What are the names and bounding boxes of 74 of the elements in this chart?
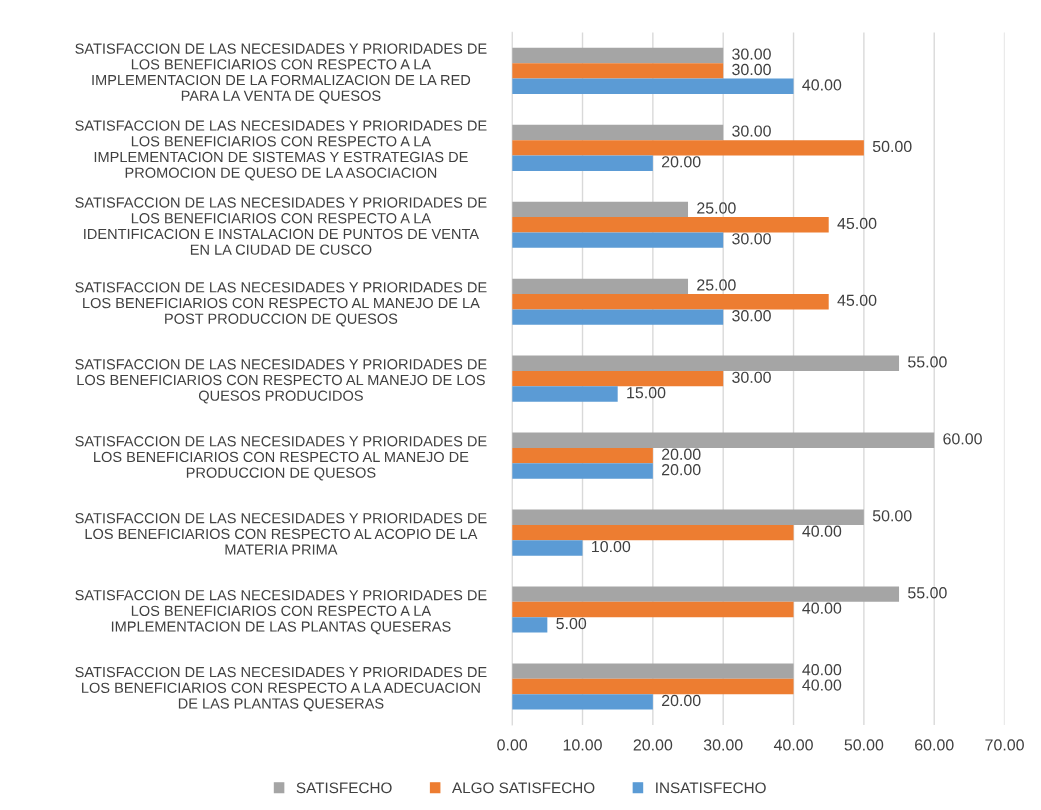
data-label: 40.00 — [802, 525, 842, 537]
legend-label: ALGO SATISFECHO — [451, 782, 595, 794]
y-tick-label: SATISFACCION DE LAS NECESIDADES Y PRIORIDADES DE LOS BENEFICIARIOS CON RESPECTO AL ACOPIO DE LA MATERIA PRIMA — [75, 513, 487, 555]
data-label: 20.00 — [661, 448, 701, 460]
bar — [512, 586, 900, 602]
bar — [512, 78, 794, 94]
bar — [512, 155, 653, 171]
x-tick-label: 30.00 — [703, 739, 743, 751]
data-label: 25.00 — [697, 202, 736, 214]
y-tick-label: SATISFACCION DE LAS NECESIDADES Y PRIORIDADES DE LOS BENEFICIARIOS CON RESPECTO AL MANEJO DE PRODUCCION DE QUESOS — [75, 436, 487, 481]
data-label: 20.00 — [661, 463, 701, 476]
bar — [512, 601, 794, 618]
data-label: 55.00 — [908, 356, 947, 368]
x-tick-label: 10.00 — [563, 739, 602, 751]
data-label: 10.00 — [592, 540, 631, 553]
bar — [512, 47, 724, 64]
y-tick-label: SATISFACCION DE LAS NECESIDADES Y PRIORIDADES DE LOS BENEFICIARIOS CON RESPECTO A LA IMPLEMENTACION DE SISTEMAS Y ESTRATEGIAS DE PROMOCION DE QUESO DE LA ASOCIACION — [75, 120, 487, 181]
data-label: 20.00 — [661, 156, 701, 168]
x-tick-label: 0.00 — [497, 739, 528, 751]
bar — [512, 432, 935, 448]
data-label: 40.00 — [802, 679, 842, 691]
data-label: 30.00 — [732, 48, 771, 60]
bar — [512, 63, 724, 79]
bar — [512, 386, 618, 402]
x-tick-label: 70.00 — [985, 739, 1024, 751]
y-tick-label: SATISFACCION DE LAS NECESIDADES Y PRIORIDADES DE LOS BENEFICIARIOS CON RESPECTO AL MANEJO DE LOS QUESOS PRODUCIDOS — [75, 359, 487, 404]
bar — [512, 617, 548, 633]
data-label: 30.00 — [732, 310, 771, 322]
bar — [512, 124, 724, 141]
bar — [512, 694, 653, 710]
bar — [512, 663, 794, 679]
bar — [512, 309, 724, 325]
bar — [512, 217, 829, 233]
bar — [512, 678, 794, 695]
data-label: 40.00 — [802, 79, 842, 91]
data-label: 60.00 — [943, 433, 982, 445]
bar — [512, 447, 653, 464]
bar — [512, 278, 689, 295]
bar — [512, 463, 653, 479]
bar — [512, 232, 724, 248]
legend-label: SATISFECHO — [296, 782, 392, 794]
data-label: 30.00 — [732, 371, 771, 383]
bar — [512, 509, 864, 525]
bar — [512, 540, 583, 556]
data-label: 20.00 — [661, 694, 701, 707]
data-label: 40.00 — [802, 602, 842, 614]
y-tick-label: SATISFACCION DE LAS NECESIDADES Y PRIORIDADES DE LOS BENEFICIARIOS CON RESPECTO A LA IDENTIFICACION E INSTALACION DE PUNTOS DE VENTA EN LA CIUDAD DE CUSCO — [75, 197, 487, 255]
bar — [512, 201, 689, 218]
data-label: 55.00 — [908, 587, 947, 599]
y-tick-label: SATISFACCION DE LAS NECESIDADES Y PRIORIDADES DE LOS BENEFICIARIOS CON RESPECTO A LA ADECUACION DE LAS PLANTAS QUESERAS — [75, 666, 487, 712]
bar — [512, 524, 794, 541]
legend-label: INSATISFECHO — [656, 782, 766, 794]
x-tick-label: 40.00 — [773, 739, 813, 751]
data-label: 50.00 — [872, 510, 912, 522]
data-label: 50.00 — [872, 140, 912, 153]
x-tick-label: 20.00 — [633, 739, 673, 751]
data-label: 5.00 — [556, 617, 587, 630]
data-label: 25.00 — [697, 279, 736, 291]
y-tick-label: SATISFACCION DE LAS NECESIDADES Y PRIORIDADES DE LOS BENEFICIARIOS CON RESPECTO A LA IMPLEMENTACION DE LAS PLANTAS QUESERAS — [75, 589, 487, 635]
x-tick-label: 50.00 — [844, 739, 884, 751]
data-label: 40.00 — [802, 664, 842, 676]
bar — [512, 370, 724, 387]
y-tick-label: SATISFACCION DE LAS NECESIDADES Y PRIORIDADES DE LOS BENEFICIARIOS CON RESPECTO AL MANEJO DE LA POST PRODUCCION DE QUESOS — [75, 282, 487, 327]
bar — [512, 140, 864, 156]
x-tick-label: 60.00 — [915, 739, 954, 751]
data-label: 15.00 — [627, 387, 666, 399]
data-label: 30.00 — [732, 125, 771, 137]
bar — [512, 294, 829, 310]
data-label: 30.00 — [732, 63, 771, 76]
data-label: 30.00 — [732, 233, 771, 245]
data-label: 45.00 — [837, 294, 877, 307]
bar — [512, 355, 900, 371]
data-label: 45.00 — [837, 217, 877, 230]
y-tick-label: SATISFACCION DE LAS NECESIDADES Y PRIORIDADES DE LOS BENEFICIARIOS CON RESPECTO A LA IMPLEMENTACION DE LA FORMALIZACION DE LA RED PARA LA VENTA DE QUESOS — [75, 43, 487, 104]
